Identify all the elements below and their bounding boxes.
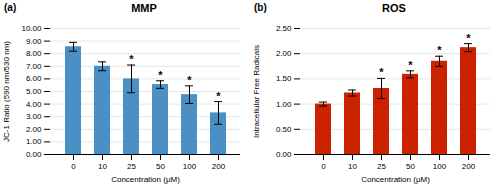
svg-text:*: * xyxy=(216,90,221,102)
svg-text:2.00: 2.00 xyxy=(276,49,292,58)
svg-text:*: * xyxy=(129,53,134,65)
svg-text:*: * xyxy=(379,66,384,78)
svg-text:100: 100 xyxy=(433,162,447,171)
svg-text:0: 0 xyxy=(321,162,326,171)
svg-text:200: 200 xyxy=(462,162,476,171)
svg-text:3.00: 3.00 xyxy=(26,112,42,121)
svg-text:2.00: 2.00 xyxy=(26,125,42,134)
svg-text:*: * xyxy=(187,74,192,86)
html-text:(a): (a) xyxy=(4,2,17,13)
svg-text:25: 25 xyxy=(377,162,386,171)
svg-text:Concentration (μM): Concentration (μM) xyxy=(361,175,430,184)
svg-text:Concentration (μM): Concentration (μM) xyxy=(111,175,180,184)
svg-text:*: * xyxy=(408,59,413,71)
svg-text:*: * xyxy=(437,44,442,56)
svg-text:10.00: 10.00 xyxy=(21,24,42,33)
svg-text:10: 10 xyxy=(98,162,107,171)
svg-text:4.00: 4.00 xyxy=(26,100,42,109)
svg-text:1.00: 1.00 xyxy=(26,137,42,146)
html-text:MMP: MMP xyxy=(131,2,157,14)
svg-text:JC-1 Ratio (590 nm/530 nm): JC-1 Ratio (590 nm/530 nm) xyxy=(2,41,11,142)
svg-text:7.00: 7.00 xyxy=(26,62,42,71)
svg-text:0.50: 0.50 xyxy=(276,125,292,134)
svg-text:10: 10 xyxy=(348,162,357,171)
svg-text:8.00: 8.00 xyxy=(26,49,42,58)
svg-text:1.50: 1.50 xyxy=(276,74,292,83)
svg-text:9.00: 9.00 xyxy=(26,37,42,46)
svg-text:0: 0 xyxy=(71,162,76,171)
svg-text:25: 25 xyxy=(127,162,136,171)
svg-text:50: 50 xyxy=(156,162,165,171)
svg-text:0.00: 0.00 xyxy=(26,150,42,159)
html-text:ROS: ROS xyxy=(382,2,406,14)
html-text:(b): (b) xyxy=(254,2,267,13)
svg-text:50: 50 xyxy=(406,162,415,171)
svg-text:*: * xyxy=(466,32,471,44)
svg-text:Intracellular Free Radicals: Intracellular Free Radicals xyxy=(252,45,261,138)
svg-text:5.00: 5.00 xyxy=(26,87,42,96)
svg-text:6.00: 6.00 xyxy=(26,74,42,83)
svg-text:2.50: 2.50 xyxy=(276,24,292,33)
svg-text:1.00: 1.00 xyxy=(276,100,292,109)
svg-text:0.00: 0.00 xyxy=(276,150,292,159)
svg-text:100: 100 xyxy=(183,162,197,171)
svg-text:200: 200 xyxy=(212,162,226,171)
svg-text:*: * xyxy=(158,69,163,81)
